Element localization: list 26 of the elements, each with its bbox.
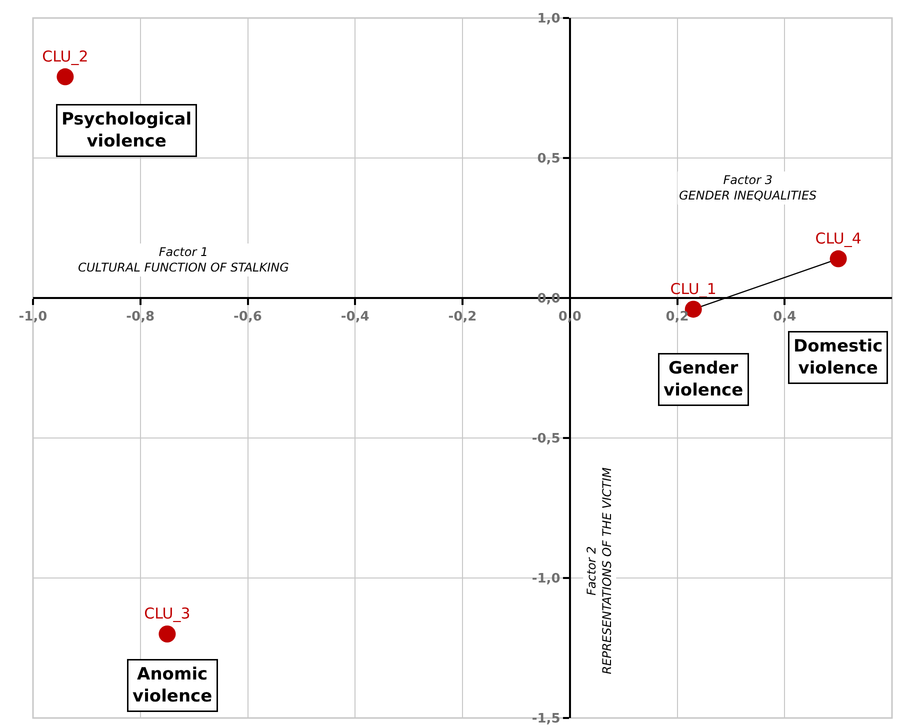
point (830, 250, 847, 268)
x-tick-label: 0,4 (773, 310, 796, 325)
x-tick-label: -1,0 (18, 310, 48, 325)
x-tick-label: -0,8 (126, 310, 155, 325)
y-tick-label: -1,5 (532, 712, 560, 727)
y-tick-label: 0,5 (537, 152, 560, 167)
y-axis-title: Factor 2 REPRESENTATIONS OF THE VICTIM (584, 466, 614, 674)
series-label: CLU_3 (144, 604, 190, 623)
x-tick-label: -0,4 (340, 310, 370, 325)
annotation: Factor 3 GENDER INEQUALITIES (679, 173, 818, 203)
series-label: CLU_2 (42, 47, 88, 66)
y-tick-label: 1,0 (537, 12, 560, 27)
annotation: Gender violence (664, 358, 744, 401)
annotation: Domestic violence (794, 336, 883, 379)
y-tick-label: -0,5 (532, 432, 560, 447)
annotation: Psychological violence (62, 110, 192, 152)
annotation: Anomic violence (132, 664, 212, 707)
series-label: CLU_1 (670, 280, 716, 298)
series-label: CLU_4 (815, 229, 862, 248)
point (56, 68, 74, 86)
x-axis-title: Factor 1 CULTURAL FUNCTION OF STALKING (78, 245, 289, 275)
x-tick-label: -0,2 (448, 310, 477, 325)
point (158, 626, 176, 642)
x-tick-label: 0,2 (666, 310, 689, 325)
y-tick-label: -1,0 (532, 572, 560, 587)
x-tick-label: -0,6 (234, 310, 262, 325)
